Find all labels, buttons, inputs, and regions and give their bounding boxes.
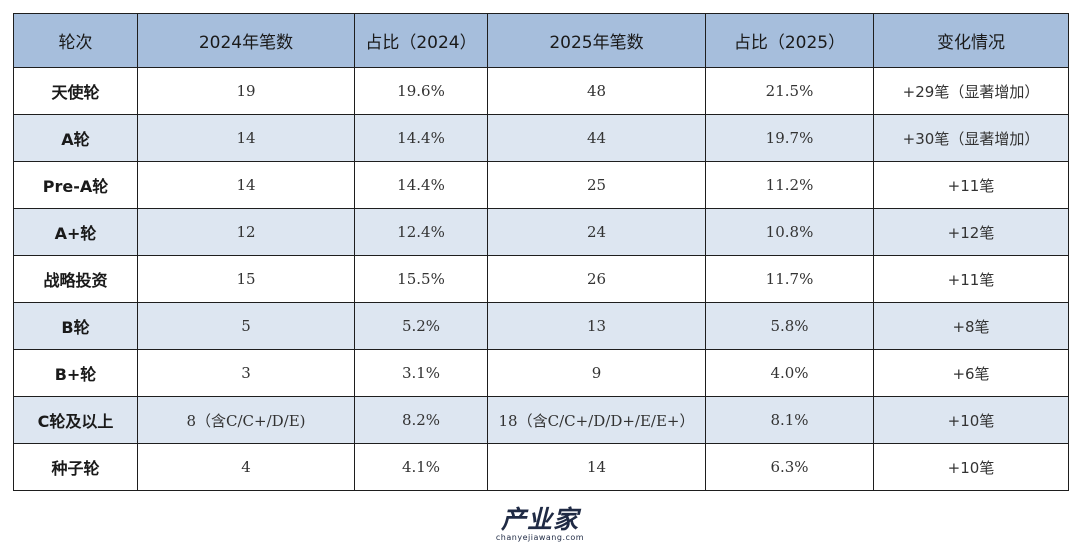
table-row: B轮 5 5.2% 13 5.8% +8笔 — [13, 302, 1069, 350]
round-name-cell: B轮 — [13, 302, 138, 350]
share-2025-cell: 4.0% — [705, 349, 874, 397]
change-cell: +11笔 — [873, 161, 1069, 209]
count-2024-cell: 5 — [137, 302, 355, 350]
table-row: A轮 14 14.4% 44 19.7% +30笔（显著增加） — [13, 114, 1069, 162]
share-2025-cell: 11.7% — [705, 255, 874, 303]
count-2024-cell: 8（含C/C+/D/E) — [137, 396, 355, 444]
funding-rounds-table: 轮次 2024年笔数 占比（2024） 2025年笔数 占比（2025） 变化情… — [13, 13, 1069, 491]
share-2025-cell: 21.5% — [705, 67, 874, 115]
share-2024-cell: 15.5% — [354, 255, 488, 303]
change-cell: +11笔 — [873, 255, 1069, 303]
count-2025-cell: 13 — [487, 302, 706, 350]
round-name-cell: B+轮 — [13, 349, 138, 397]
share-2025-cell: 10.8% — [705, 208, 874, 256]
table-row: A+轮 12 12.4% 24 10.8% +12笔 — [13, 208, 1069, 256]
round-name-cell: C轮及以上 — [13, 396, 138, 444]
change-cell: +10笔 — [873, 396, 1069, 444]
header-change: 变化情况 — [873, 13, 1069, 68]
change-cell: +6笔 — [873, 349, 1069, 397]
share-2025-cell: 5.8% — [705, 302, 874, 350]
share-2024-cell: 14.4% — [354, 114, 488, 162]
share-2025-cell: 19.7% — [705, 114, 874, 162]
share-2025-cell: 11.2% — [705, 161, 874, 209]
share-2024-cell: 4.1% — [354, 443, 488, 491]
count-2024-cell: 3 — [137, 349, 355, 397]
count-2025-cell: 48 — [487, 67, 706, 115]
table-row: 种子轮 4 4.1% 14 6.3% +10笔 — [13, 443, 1069, 491]
change-cell: +29笔（显著增加） — [873, 67, 1069, 115]
table-row: Pre-A轮 14 14.4% 25 11.2% +11笔 — [13, 161, 1069, 209]
share-2025-cell: 6.3% — [705, 443, 874, 491]
change-cell: +30笔（显著增加） — [873, 114, 1069, 162]
header-round: 轮次 — [13, 13, 138, 68]
share-2025-cell: 8.1% — [705, 396, 874, 444]
round-name-cell: 天使轮 — [13, 67, 138, 115]
share-2024-cell: 5.2% — [354, 302, 488, 350]
count-2024-cell: 15 — [137, 255, 355, 303]
share-2024-cell: 14.4% — [354, 161, 488, 209]
count-2024-cell: 12 — [137, 208, 355, 256]
count-2024-cell: 19 — [137, 67, 355, 115]
round-name-cell: Pre-A轮 — [13, 161, 138, 209]
header-share-2025: 占比（2025） — [705, 13, 874, 68]
header-count-2025: 2025年笔数 — [487, 13, 706, 68]
count-2025-cell: 24 — [487, 208, 706, 256]
count-2024-cell: 14 — [137, 161, 355, 209]
table-header-row: 轮次 2024年笔数 占比（2024） 2025年笔数 占比（2025） 变化情… — [13, 13, 1069, 68]
count-2025-cell: 18（含C/C+/D/D+/E/E+） — [487, 396, 706, 444]
share-2024-cell: 8.2% — [354, 396, 488, 444]
count-2025-cell: 9 — [487, 349, 706, 397]
count-2024-cell: 4 — [137, 443, 355, 491]
count-2025-cell: 25 — [487, 161, 706, 209]
round-name-cell: A轮 — [13, 114, 138, 162]
change-cell: +10笔 — [873, 443, 1069, 491]
table-row: B+轮 3 3.1% 9 4.0% +6笔 — [13, 349, 1069, 397]
count-2025-cell: 14 — [487, 443, 706, 491]
share-2024-cell: 19.6% — [354, 67, 488, 115]
header-share-2024: 占比（2024） — [354, 13, 488, 68]
chanyejia-logo: 产业家 chanyejiawang.com — [465, 506, 615, 546]
share-2024-cell: 12.4% — [354, 208, 488, 256]
table-row: 战略投资 15 15.5% 26 11.7% +11笔 — [13, 255, 1069, 303]
logo-wordmark: 产业家 — [500, 505, 579, 534]
change-cell: +8笔 — [873, 302, 1069, 350]
count-2025-cell: 44 — [487, 114, 706, 162]
table-row: C轮及以上 8（含C/C+/D/E) 8.2% 18（含C/C+/D/D+/E/E+）… — [13, 396, 1069, 444]
table-row: 天使轮 19 19.6% 48 21.5% +29笔（显著增加） — [13, 67, 1069, 115]
logo-url: chanyejiawang.com — [495, 533, 585, 542]
round-name-cell: A+轮 — [13, 208, 138, 256]
change-cell: +12笔 — [873, 208, 1069, 256]
count-2024-cell: 14 — [137, 114, 355, 162]
count-2025-cell: 26 — [487, 255, 706, 303]
round-name-cell: 种子轮 — [13, 443, 138, 491]
round-name-cell: 战略投资 — [13, 255, 138, 303]
share-2024-cell: 3.1% — [354, 349, 488, 397]
header-count-2024: 2024年笔数 — [137, 13, 355, 68]
